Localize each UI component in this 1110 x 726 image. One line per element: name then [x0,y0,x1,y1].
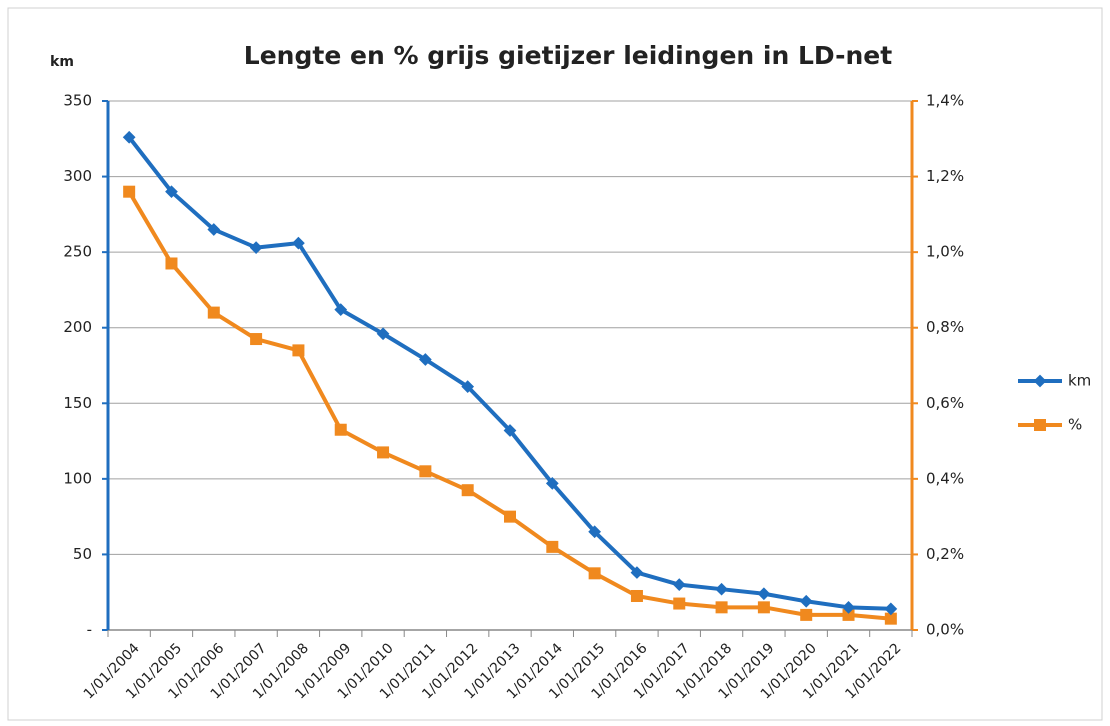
legend-label: % [1068,416,1082,434]
marker [419,353,432,366]
y2-tick-label: 1,0% [926,243,964,261]
y2-tick-label: 1,4% [926,92,964,110]
y-tick-label: 100 [63,469,92,487]
marker [334,423,347,436]
marker [884,612,897,625]
marker [673,597,686,610]
marker [165,257,178,270]
y-tick-label: 300 [63,167,92,185]
marker [334,303,348,316]
marker [1034,419,1046,431]
y2-tick-label: 0,6% [926,394,964,412]
marker [207,223,221,236]
chart-title: Lengte en % grijs gietijzer leidingen in… [244,41,892,70]
y-tick-label: 250 [63,243,92,261]
marker [292,236,305,250]
y-axis-label: km [50,54,74,70]
y-tick-label: 350 [63,92,92,110]
marker [207,306,220,319]
marker [377,446,390,459]
marker [800,608,813,621]
chart-border [7,7,1103,721]
marker [715,601,728,614]
y2-tick-label: 0,4% [926,469,964,487]
marker [504,510,516,523]
marker [376,327,390,341]
marker [123,185,136,198]
marker [292,344,305,357]
marker [546,540,559,553]
y2-tick-label: 0,8% [926,318,964,336]
y2-tick-label: 0,2% [926,545,964,563]
marker [842,608,855,621]
marker [630,589,643,602]
marker [165,185,178,199]
marker [419,465,432,478]
y-tick-label: 150 [63,394,92,412]
y-tick-label: 200 [63,318,92,336]
marker [461,484,474,497]
y2-tick-label: 0,0% [926,621,964,639]
legend-label: km [1068,372,1091,390]
marker [122,130,136,144]
marker [588,567,601,580]
marker [461,380,475,394]
marker [757,601,770,614]
y-tick-label: 50 [73,545,92,563]
marker [250,333,263,346]
y-tick-label: - [87,621,92,639]
y2-tick-label: 1,2% [926,167,964,185]
